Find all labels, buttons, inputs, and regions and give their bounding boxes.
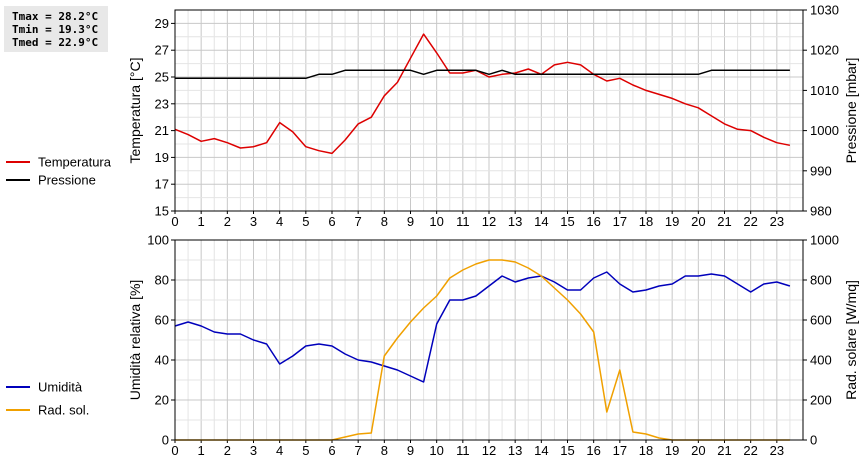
panel2-x-tick-label: 0 — [171, 443, 178, 458]
panel2-y-tick-label: 60 — [155, 313, 169, 328]
panel1-legend-label-pressione: Pressione — [38, 173, 96, 188]
panel1-x-tick-label: 2 — [224, 214, 231, 229]
panel2-x-tick-label: 5 — [302, 443, 309, 458]
panel2-x-tick-label: 9 — [407, 443, 414, 458]
panel2-legend-label-rad-sol: Rad. sol. — [38, 403, 89, 418]
panel1-x-tick-label: 5 — [302, 214, 309, 229]
panel1-x-tick-label: 17 — [613, 214, 627, 229]
panel2-y2-tick-label: 800 — [810, 273, 832, 288]
panel1-y2-tick-label: 1020 — [810, 43, 839, 58]
panel2-y2-tick-label: 600 — [810, 313, 832, 328]
panel1-x-tick-label: 3 — [250, 214, 257, 229]
panel1-x-tick-label: 15 — [560, 214, 574, 229]
panel1-y-tick-label: 25 — [155, 70, 169, 85]
panel2-y-axis-label: Umidità relativa [%] — [127, 280, 143, 401]
panel2-x-tick-label: 1 — [198, 443, 205, 458]
panel1-y2-tick-label: 980 — [810, 204, 832, 219]
panel1-x-tick-label: 22 — [743, 214, 757, 229]
panel1-x-tick-label: 9 — [407, 214, 414, 229]
panel1-x-tick-label: 6 — [328, 214, 335, 229]
panel2-y2-tick-label: 0 — [810, 433, 817, 448]
panel1-x-tick-label: 21 — [717, 214, 731, 229]
panel1-y-tick-label: 19 — [155, 150, 169, 165]
panel2-x-tick-label: 8 — [381, 443, 388, 458]
panel1-x-tick-label: 20 — [691, 214, 705, 229]
panel1-y2-axis-label: Pressione [mbar] — [843, 58, 859, 164]
panel2-x-tick-label: 6 — [328, 443, 335, 458]
panel1-x-tick-label: 11 — [456, 214, 470, 229]
panel2-plot-frame — [174, 239, 804, 441]
panel1-y2-tick-label: 1000 — [810, 123, 839, 138]
panel2-y-tick-label: 0 — [162, 433, 169, 448]
panel2-x-tick-label: 15 — [560, 443, 574, 458]
tmed-label: Tmed = 22.9°C — [12, 36, 99, 49]
panel1-y-tick-label: 17 — [155, 177, 169, 192]
panel2-x-tick-label: 2 — [224, 443, 231, 458]
panel1-plot-frame — [174, 9, 804, 212]
panel1-y2-tick-label: 1010 — [810, 83, 839, 98]
panel1-x-tick-label: 16 — [586, 214, 600, 229]
panel1-y-axis-label: Temperatura [°C] — [127, 58, 143, 164]
panel1-x-tick-label: 10 — [429, 214, 443, 229]
panel2-x-tick-label: 7 — [355, 443, 362, 458]
panel1-x-tick-label: 19 — [665, 214, 679, 229]
panel1-x-tick-label: 8 — [381, 214, 388, 229]
panel2-x-tick-label: 3 — [250, 443, 257, 458]
panel2-x-tick-label: 12 — [482, 443, 496, 458]
panel2-y-tick-label: 80 — [155, 273, 169, 288]
panel2-x-tick-label: 13 — [508, 443, 522, 458]
panel1-y2-tick-label: 1030 — [810, 3, 839, 18]
panel2-x-tick-label: 4 — [276, 443, 283, 458]
panel2-x-tick-label: 11 — [456, 443, 470, 458]
panel2-x-tick-label: 21 — [717, 443, 731, 458]
panel2-x-tick-label: 20 — [691, 443, 705, 458]
panel2-y2-tick-label: 1000 — [810, 233, 839, 248]
panel2-legend-label-umidit: Umidità — [38, 380, 83, 395]
panel2-y2-axis-label: Rad. solare [W/mq] — [843, 280, 859, 400]
panel1-x-tick-label: 7 — [355, 214, 362, 229]
panel2-x-tick-label: 22 — [743, 443, 757, 458]
panel1-series-temperatura — [174, 33, 791, 155]
tmin-label: Tmin = 19.3°C — [12, 23, 99, 36]
panel1-x-tick-label: 14 — [534, 214, 548, 229]
panel1-x-tick-label: 1 — [198, 214, 205, 229]
panel1-x-tick-label: 4 — [276, 214, 283, 229]
panel2-x-tick-label: 18 — [639, 443, 653, 458]
panel2-y-tick-label: 20 — [155, 393, 169, 408]
panel2-x-tick-label: 14 — [534, 443, 548, 458]
panel2-x-tick-label: 10 — [429, 443, 443, 458]
panel2-y-tick-label: 100 — [147, 233, 169, 248]
panel1-y-tick-label: 23 — [155, 96, 169, 111]
panel2-x-tick-label: 19 — [665, 443, 679, 458]
panel1-legend-label-temperatura: Temperatura — [38, 155, 112, 170]
panel1-x-tick-label: 12 — [482, 214, 496, 229]
panel1-y-tick-label: 15 — [155, 204, 169, 219]
panel1-x-tick-label: 13 — [508, 214, 522, 229]
panel2-y2-tick-label: 400 — [810, 353, 832, 368]
panel1-x-tick-label: 0 — [171, 214, 178, 229]
panel2-y2-tick-label: 200 — [810, 393, 832, 408]
panel1-series-pressione — [175, 69, 790, 80]
panel2-x-tick-label: 16 — [586, 443, 600, 458]
panel1-y-tick-label: 29 — [155, 16, 169, 31]
stats-box: Tmax = 28.2°C Tmin = 19.3°C Tmed = 22.9°… — [4, 6, 108, 52]
panel2-x-tick-label: 23 — [770, 443, 784, 458]
panel1-y-tick-label: 21 — [155, 123, 169, 138]
panel1-x-tick-label: 18 — [639, 214, 653, 229]
panel2-y-tick-label: 40 — [155, 353, 169, 368]
panel2-x-tick-label: 17 — [613, 443, 627, 458]
panel1-y-tick-label: 27 — [155, 43, 169, 58]
panel2-series-rad-sol — [175, 259, 790, 441]
panel1-y2-tick-label: 990 — [810, 163, 832, 178]
panel2-series-umidit — [174, 271, 791, 383]
tmax-label: Tmax = 28.2°C — [12, 10, 99, 23]
panel1-x-tick-label: 23 — [770, 214, 784, 229]
